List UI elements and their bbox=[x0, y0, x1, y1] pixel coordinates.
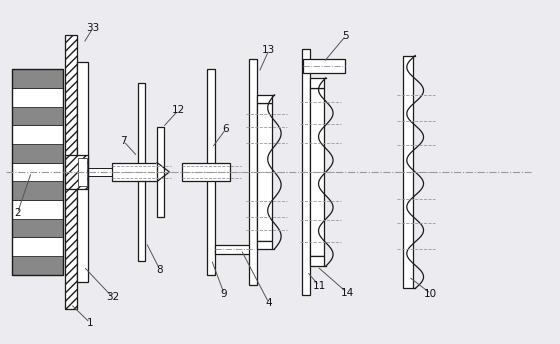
Bar bbox=[157, 128, 165, 216]
Text: 33: 33 bbox=[86, 23, 100, 33]
Bar bbox=[12, 200, 63, 219]
Bar bbox=[214, 245, 254, 254]
Bar bbox=[302, 49, 310, 295]
Text: 8: 8 bbox=[157, 265, 163, 275]
Bar bbox=[12, 107, 63, 125]
Bar bbox=[256, 104, 272, 240]
Bar bbox=[138, 83, 145, 261]
Bar bbox=[113, 163, 157, 181]
Bar bbox=[65, 35, 77, 309]
Text: 12: 12 bbox=[172, 105, 185, 115]
Text: 11: 11 bbox=[312, 281, 326, 291]
Text: 5: 5 bbox=[343, 31, 349, 41]
Text: 9: 9 bbox=[221, 289, 227, 299]
Bar bbox=[249, 59, 256, 285]
Bar bbox=[310, 256, 324, 266]
Bar bbox=[12, 181, 63, 200]
Bar bbox=[12, 125, 63, 144]
Bar bbox=[12, 256, 63, 275]
Bar bbox=[12, 237, 63, 256]
Bar bbox=[12, 144, 63, 163]
Text: 6: 6 bbox=[222, 124, 229, 134]
Bar bbox=[12, 219, 63, 237]
Bar bbox=[77, 62, 88, 282]
Text: 14: 14 bbox=[340, 288, 354, 298]
Bar bbox=[256, 240, 272, 249]
Bar bbox=[304, 59, 346, 73]
Bar bbox=[207, 69, 214, 275]
Bar bbox=[12, 88, 63, 107]
Bar bbox=[403, 55, 413, 289]
Text: 1: 1 bbox=[87, 318, 94, 328]
Bar bbox=[65, 155, 88, 189]
Polygon shape bbox=[157, 163, 169, 181]
Text: 10: 10 bbox=[424, 289, 437, 299]
Text: 13: 13 bbox=[262, 45, 276, 55]
Bar bbox=[182, 163, 230, 181]
Text: 4: 4 bbox=[265, 298, 272, 308]
Text: 32: 32 bbox=[106, 292, 119, 302]
Bar bbox=[88, 168, 122, 176]
Text: 2: 2 bbox=[14, 208, 21, 218]
Bar bbox=[78, 158, 87, 186]
Bar bbox=[310, 88, 324, 256]
Bar bbox=[12, 69, 63, 275]
Bar bbox=[12, 69, 63, 88]
Bar bbox=[310, 78, 324, 88]
Text: 7: 7 bbox=[120, 136, 127, 146]
Bar bbox=[12, 163, 63, 181]
Bar bbox=[256, 95, 272, 104]
